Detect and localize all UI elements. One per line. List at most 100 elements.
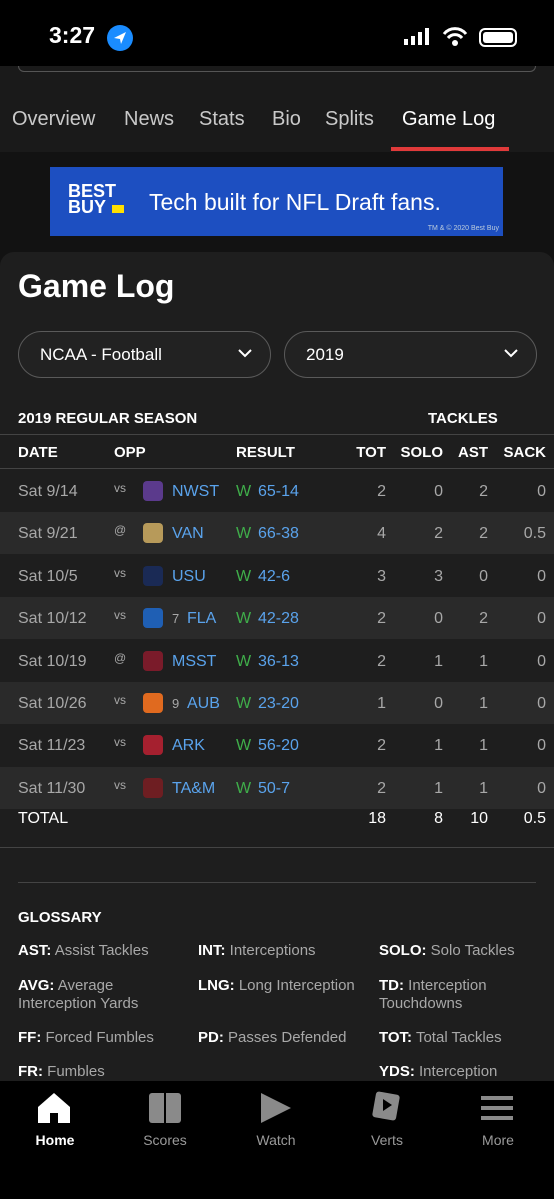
score[interactable]: 42-6 (258, 567, 291, 585)
glossary-desc: Fumbles (47, 1063, 105, 1080)
date: Sat 9/14 (18, 483, 78, 500)
venue: @ (114, 523, 127, 538)
ad-brand-line: BEST (68, 181, 117, 201)
date: Sat 10/19 (18, 652, 87, 670)
score[interactable]: 66-38 (258, 525, 299, 543)
stat-tot: 3 (377, 567, 386, 585)
total-ast: 10 (470, 810, 488, 827)
table-row (0, 724, 554, 767)
glossary-title: GLOSSARY (18, 909, 102, 926)
outcome: W (236, 779, 252, 797)
table-row (0, 512, 554, 555)
glossary-desc: Average Interception Yards (18, 977, 139, 1012)
table-row (0, 597, 554, 640)
score[interactable]: 23-20 (258, 695, 299, 712)
stat-solo: 1 (434, 779, 443, 797)
dropdown[interactable] (284, 331, 537, 378)
glossary-item: INT: Interceptions (198, 942, 368, 960)
glossary-term: INT: (198, 942, 226, 959)
nav-label[interactable]: More (482, 1132, 514, 1148)
total-label: TOTAL (18, 810, 69, 827)
nav-label[interactable]: Home (35, 1132, 75, 1148)
outcome: W (236, 567, 252, 585)
opponent[interactable]: AUB (187, 695, 220, 712)
glossary-term: YDS: (379, 1063, 415, 1080)
ad-banner[interactable]: BEST BUY Tech built for NFL Draft fans. T… (50, 167, 503, 236)
stat-tot: 1 (377, 695, 386, 712)
group-label: TACKLES (428, 410, 498, 427)
glossary-desc: Total Tackles (415, 1029, 502, 1046)
stat-ast: 2 (479, 483, 488, 500)
stat-sack: 0 (537, 695, 546, 712)
opponent[interactable]: VAN (172, 525, 204, 543)
glossary-item: FF: Forced Fumbles (18, 1029, 188, 1047)
opponent[interactable]: TA&M (172, 779, 216, 797)
glossary-item: TOT: Total Tackles (379, 1029, 549, 1047)
column-header: SOLO (400, 444, 443, 461)
tab[interactable]: Game Log (402, 108, 496, 130)
dropdown-label: NCAA - Football (40, 345, 162, 364)
glossary-term: SOLO: (379, 942, 427, 959)
total-sack: 0.5 (523, 810, 546, 827)
opponent[interactable]: NWST (172, 483, 220, 500)
glossary-desc: Interception Touchdowns (379, 977, 487, 1012)
dropdown[interactable] (18, 331, 271, 378)
venue: vs (114, 608, 126, 623)
score[interactable]: 36-13 (258, 652, 299, 670)
stat-tot: 2 (377, 652, 386, 670)
stat-sack: 0 (537, 779, 546, 797)
stat-tot: 4 (377, 525, 386, 543)
total-tot: 18 (368, 810, 386, 827)
bottom-nav: Home Scores Watch Verts More (0, 1081, 554, 1199)
glossary-term: FR: (18, 1063, 43, 1080)
divider (18, 882, 536, 883)
stat-tot: 2 (377, 779, 386, 797)
nav-icons (38, 1091, 513, 1123)
dropdown-label: 2019 (306, 345, 344, 364)
chevron (238, 349, 252, 358)
nav-label[interactable]: Scores (143, 1132, 187, 1148)
glossary-desc: Forced Fumbles (45, 1029, 154, 1046)
date: Sat 10/5 (18, 567, 78, 585)
opponent[interactable]: ARK (172, 737, 205, 755)
nav-label[interactable]: Verts (371, 1132, 403, 1148)
stat-solo: 0 (434, 695, 443, 712)
clock: 3:27 (49, 22, 96, 48)
table-row (0, 639, 554, 682)
glossary-desc: Interception (419, 1063, 498, 1080)
nav-label[interactable]: Watch (256, 1132, 296, 1148)
score[interactable]: 50-7 (258, 779, 291, 797)
score[interactable]: 42-28 (258, 610, 299, 628)
tab[interactable]: Overview (12, 108, 96, 130)
score[interactable]: 56-20 (258, 737, 299, 755)
team-logo (143, 523, 163, 544)
score[interactable]: 65-14 (258, 483, 299, 500)
tab[interactable]: Splits (325, 108, 374, 130)
tab-bar (0, 66, 554, 152)
tab[interactable]: News (124, 108, 175, 130)
stat-solo: 3 (434, 567, 443, 585)
rank: 9 (172, 696, 180, 711)
opponent[interactable]: FLA (187, 610, 217, 628)
stat-solo: 2 (434, 525, 443, 543)
glossary-desc: Interceptions (229, 942, 316, 959)
tab[interactable]: Bio (272, 108, 301, 130)
stat-solo: 1 (434, 652, 443, 670)
season-label: 2019 REGULAR SEASON (18, 410, 198, 427)
divider (0, 847, 554, 848)
team-logo (143, 608, 163, 629)
status-icons (404, 27, 517, 47)
ad-brand: BEST BUY (68, 181, 117, 217)
date: Sat 11/23 (18, 737, 86, 755)
stat-ast: 2 (479, 610, 488, 628)
glossary-term: PD: (198, 1029, 224, 1046)
glossary-term: TD: (379, 977, 404, 994)
team-logo (143, 693, 163, 713)
tab[interactable]: Stats (199, 108, 245, 130)
glossary-desc: Long Interception (238, 977, 355, 994)
ad-brand-line: BUY (68, 197, 107, 217)
opponent[interactable]: USU (172, 567, 206, 585)
glossary-item: AVG: Average Interception Yards (18, 977, 188, 1013)
opponent[interactable]: MSST (172, 652, 217, 670)
stat-sack: 0 (537, 610, 546, 628)
